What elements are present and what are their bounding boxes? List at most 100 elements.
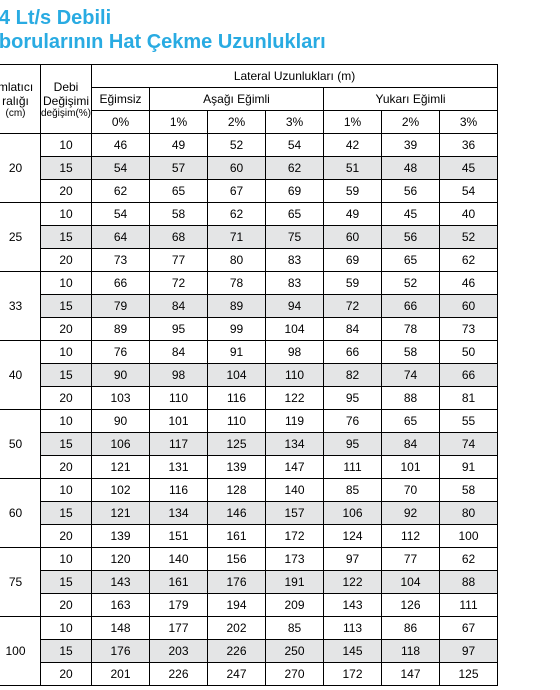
length-value: 54 xyxy=(440,180,498,203)
length-value: 49 xyxy=(324,203,382,226)
header-pct-2: 2% xyxy=(208,111,266,134)
table-row: 20899599104847873 xyxy=(0,318,498,341)
length-value: 79 xyxy=(92,295,150,318)
length-value: 84 xyxy=(150,341,208,364)
flow-change-value: 15 xyxy=(41,640,92,663)
flow-change-value: 15 xyxy=(41,364,92,387)
length-value: 179 xyxy=(150,594,208,617)
table-row: 7510120140156173977762 xyxy=(0,548,498,571)
flow-change-value: 20 xyxy=(41,663,92,686)
flow-change-value: 10 xyxy=(41,134,92,157)
length-value: 58 xyxy=(382,341,440,364)
length-value: 64 xyxy=(92,226,150,249)
length-value: 101 xyxy=(382,456,440,479)
title-line-1: 20 mm 4 Lt/s Debili xyxy=(0,7,111,29)
length-value: 83 xyxy=(266,272,324,295)
length-value: 52 xyxy=(208,134,266,157)
length-value: 65 xyxy=(382,410,440,433)
length-value: 66 xyxy=(92,272,150,295)
header-down-slope: Aşağı Eğimli xyxy=(150,88,324,111)
length-value: 146 xyxy=(208,502,266,525)
length-value: 59 xyxy=(324,272,382,295)
table-row: 6010102116128140857058 xyxy=(0,479,498,502)
length-value: 54 xyxy=(92,203,150,226)
length-value: 140 xyxy=(150,548,208,571)
length-value: 68 xyxy=(150,226,208,249)
length-value: 177 xyxy=(150,617,208,640)
table-row: 20103110116122958881 xyxy=(0,387,498,410)
length-value: 65 xyxy=(266,203,324,226)
length-value: 104 xyxy=(382,571,440,594)
length-value: 151 xyxy=(150,525,208,548)
length-value: 76 xyxy=(324,410,382,433)
length-value: 78 xyxy=(382,318,440,341)
length-value: 128 xyxy=(208,479,266,502)
length-value: 98 xyxy=(150,364,208,387)
length-value: 77 xyxy=(382,548,440,571)
length-value: 122 xyxy=(266,387,324,410)
table-row: 10010148177202851138667 xyxy=(0,617,498,640)
length-value: 60 xyxy=(208,157,266,180)
length-value: 62 xyxy=(92,180,150,203)
group-label: 20 xyxy=(0,134,41,203)
length-value: 89 xyxy=(92,318,150,341)
table-row: 1517620322625014511897 xyxy=(0,640,498,663)
title-line-2: mlama borularının Hat Çekme Uzunlukları xyxy=(0,31,326,53)
length-value: 94 xyxy=(266,295,324,318)
length-value: 119 xyxy=(266,410,324,433)
length-value: 143 xyxy=(324,594,382,617)
length-value: 42 xyxy=(324,134,382,157)
length-value: 143 xyxy=(92,571,150,594)
length-value: 121 xyxy=(92,502,150,525)
table-row: 251054586265494540 xyxy=(0,203,498,226)
flow-change-value: 15 xyxy=(41,295,92,318)
header-lateral-lengths: Lateral Uzunlukları (m) xyxy=(92,65,498,88)
flow-change-value: 10 xyxy=(41,617,92,640)
length-value: 95 xyxy=(324,433,382,456)
flow-change-value: 10 xyxy=(41,203,92,226)
table-row: 15106117125134958474 xyxy=(0,433,498,456)
length-value: 116 xyxy=(150,479,208,502)
length-value: 62 xyxy=(208,203,266,226)
header-pct-1-up: 1% xyxy=(324,111,382,134)
table-header: mlatıcıralığı(cm)DebiDeğişimideğişim(%)L… xyxy=(0,65,498,134)
length-value: 75 xyxy=(266,226,324,249)
length-value: 60 xyxy=(324,226,382,249)
page-title: 20 mm 4 Lt/s Debili mlama borularının Ha… xyxy=(0,6,560,54)
header-pct-0: 0% xyxy=(92,111,150,134)
length-value: 49 xyxy=(150,134,208,157)
length-value: 46 xyxy=(440,272,498,295)
length-value: 121 xyxy=(92,456,150,479)
length-value: 55 xyxy=(440,410,498,433)
length-value: 84 xyxy=(382,433,440,456)
length-value: 103 xyxy=(92,387,150,410)
length-value: 126 xyxy=(382,594,440,617)
length-value: 62 xyxy=(440,249,498,272)
length-value: 172 xyxy=(324,663,382,686)
length-value: 83 xyxy=(266,249,324,272)
length-value: 91 xyxy=(440,456,498,479)
length-value: 65 xyxy=(150,180,208,203)
length-value: 124 xyxy=(324,525,382,548)
length-value: 67 xyxy=(208,180,266,203)
length-value: 157 xyxy=(266,502,324,525)
header-up-slope: Yukarı Eğimli xyxy=(324,88,498,111)
length-value: 85 xyxy=(324,479,382,502)
length-value: 110 xyxy=(266,364,324,387)
table-row: 20139151161172124112100 xyxy=(0,525,498,548)
length-value: 134 xyxy=(266,433,324,456)
length-value: 57 xyxy=(150,157,208,180)
length-value: 62 xyxy=(440,548,498,571)
length-value: 40 xyxy=(440,203,498,226)
length-value: 73 xyxy=(92,249,150,272)
length-value: 191 xyxy=(266,571,324,594)
flow-change-value: 20 xyxy=(41,594,92,617)
length-value: 88 xyxy=(382,387,440,410)
length-value: 101 xyxy=(150,410,208,433)
length-value: 66 xyxy=(382,295,440,318)
length-value: 125 xyxy=(208,433,266,456)
flow-change-value: 15 xyxy=(41,433,92,456)
length-value: 131 xyxy=(150,456,208,479)
group-label: 25 xyxy=(0,203,41,272)
flow-change-value: 20 xyxy=(41,180,92,203)
